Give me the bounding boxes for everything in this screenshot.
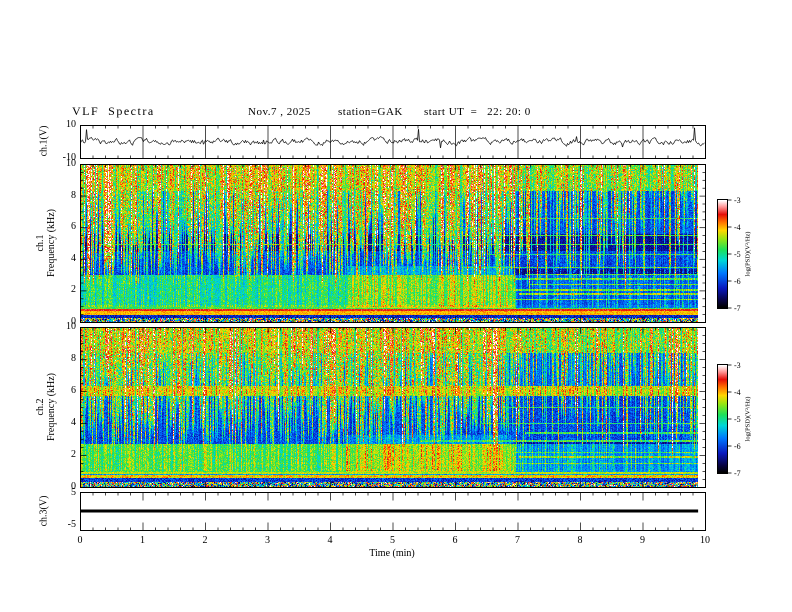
ch2-freq-tick-label: 4 [71,417,76,428]
ch1-freq-tick-label: 4 [71,252,76,264]
colorbar-tick-label: -5 [734,415,741,424]
x-tick-label: 2 [202,535,208,546]
colorbar-ch2-label: log(PSD)(V²/Hz) [744,396,752,442]
ch1-axis-channel: ch.1 [35,234,46,252]
x-tick-label: 1 [140,535,145,546]
ch1-ymax-tick: 10 [66,119,76,130]
ch1-freq-tick-label: 8 [71,189,76,201]
colorbar-tick-label: -4 [734,388,741,397]
station-label: station=GAK [338,106,403,118]
ch2-spectrogram-canvas [80,327,698,487]
x-tick-label: 9 [640,535,645,546]
colorbar-tick-label: -6 [734,277,741,286]
colorbar-tick-label: -5 [734,250,741,259]
colorbar-ch1-canvas [718,200,727,308]
colorbar-ch2-canvas [718,365,727,473]
colorbar-tick-label: -7 [734,304,741,313]
colorbar-tick-label: -6 [734,442,741,451]
colorbar-tick-label: -3 [734,196,741,205]
date-label: Nov.7 , 2025 [248,106,311,118]
ch1-freq-tick-label: 6 [71,221,76,233]
x-tick-label: 8 [577,535,583,546]
ch1-axis-frequency: Frequency (kHz) [46,208,57,278]
ch2-freq-tick-label: 0 [71,481,76,492]
ch2-axis-channel: ch.2 [35,398,46,416]
ch3-waveform-canvas [80,492,705,530]
ch3-ymin-tick: -5 [67,519,76,530]
x-tick-label: 5 [390,535,395,546]
time-axis-label: Time (min) [369,548,415,559]
start-time-label: start UT = 22: 20: 0 [424,106,531,118]
colorbar-tick-label: -4 [734,223,741,232]
colorbar-ch1-label: log(PSD)(V²/Hz) [744,231,752,277]
colorbar-tick-label: -3 [734,361,741,370]
ch2-freq-tick-label: 8 [71,353,76,364]
x-tick-label: 0 [77,535,83,546]
ch1-freq-tick-label: 2 [71,284,76,296]
ch1-waveform-canvas [80,125,705,158]
x-tick-label: 3 [265,535,270,546]
ch1-freq-tick-label: 10 [66,158,76,169]
ch1-frequency-axis-label: ch.1 Frequency (kHz) [35,209,57,277]
ch2-freq-tick-label: 10 [66,321,76,332]
figure-title: VLF Spectra [72,104,155,118]
ch1-freq-tick-label: 0 [71,316,76,327]
colorbar-tick-label: -7 [734,469,741,478]
ch1-spectrogram-canvas [80,164,698,322]
x-tick-label: 6 [452,535,458,546]
x-tick-label: 4 [327,535,333,546]
ch2-frequency-axis-label: ch.2 Frequency (kHz) [35,373,57,441]
ch2-axis-frequency: Frequency (kHz) [46,372,57,442]
ch1-ymin-tick: -10 [62,152,76,163]
x-tick-label: 7 [515,535,520,546]
ch2-freq-tick-label: 2 [71,449,76,460]
ch2-freq-tick-label: 6 [71,385,76,396]
ch3-ymax-tick: 5 [71,487,76,498]
x-tick-label: 10 [700,535,710,546]
